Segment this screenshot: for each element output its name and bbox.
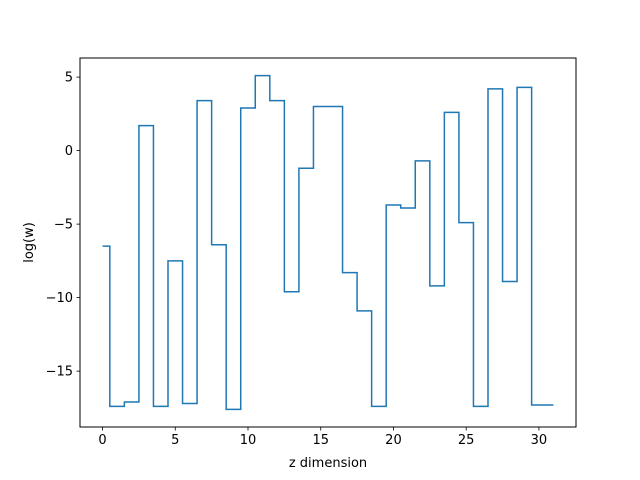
x-tick-label: 10 (240, 433, 257, 448)
plot-frame (79, 57, 577, 428)
x-axis-label: z dimension (289, 456, 367, 471)
y-tick-label: 0 (65, 144, 73, 159)
x-tick-label: 5 (171, 433, 179, 448)
x-tick-label: 0 (98, 433, 106, 448)
x-tick-label: 20 (385, 433, 402, 448)
y-tick-label: −15 (46, 365, 73, 380)
y-tick-label: −5 (54, 218, 73, 233)
y-tick-label: 5 (65, 71, 73, 86)
x-tick-label: 25 (458, 433, 475, 448)
x-tick-label: 15 (312, 433, 329, 448)
x-tick-label: 30 (531, 433, 548, 448)
series-line-0 (102, 74, 554, 411)
y-axis-label: log(w) (22, 222, 37, 263)
y-tick-label: −10 (46, 291, 73, 306)
